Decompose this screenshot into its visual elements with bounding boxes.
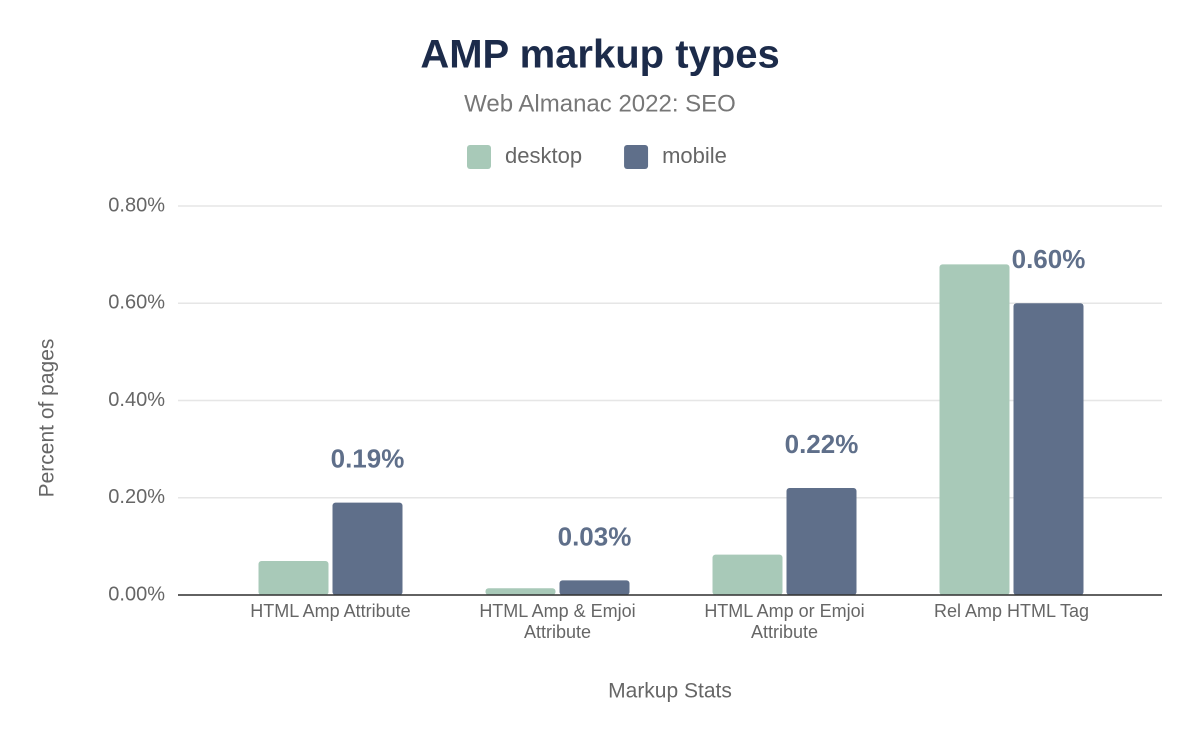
- legend-swatch: [467, 145, 491, 169]
- y-tick-label: 0.00%: [108, 583, 165, 605]
- data-label: 0.19%: [331, 443, 405, 473]
- bar: [258, 560, 329, 595]
- x-axis-title: Markup Stats: [608, 680, 732, 703]
- y-axis-title: Percent of pages: [36, 339, 59, 498]
- y-tick-label: 0.20%: [108, 486, 165, 508]
- data-label: 0.22%: [785, 429, 859, 459]
- bar: [559, 580, 630, 595]
- bar: [332, 502, 403, 595]
- legend-swatch: [624, 145, 649, 169]
- y-tick-label: 0.40%: [108, 389, 165, 411]
- chart-title: AMP markup types: [420, 33, 779, 77]
- chart-subtitle: Web Almanac 2022: SEO: [464, 90, 736, 117]
- x-tick-label-box: HTML Amp Attribute: [250, 601, 411, 621]
- data-label: 0.60%: [1012, 244, 1086, 274]
- legend-label: desktop: [505, 143, 582, 168]
- y-tick-label: 0.80%: [108, 194, 165, 216]
- bar: [939, 264, 1010, 595]
- x-tick-label-box: Rel Amp HTML Tag: [933, 601, 1090, 621]
- y-tick-label: 0.60%: [108, 292, 165, 314]
- bar: [712, 554, 783, 595]
- data-label: 0.03%: [558, 521, 632, 551]
- legend-label: mobile: [662, 143, 727, 168]
- x-tick-label-box: HTML Amp & Emjoi Attribute: [479, 601, 636, 642]
- bar: [786, 488, 857, 595]
- x-tick-label-box: HTML Amp or Emjoi Attribute: [704, 601, 865, 642]
- x-tick-label: Rel Amp HTML Tag: [933, 601, 1090, 621]
- bar: [1013, 303, 1084, 595]
- x-tick-label: HTML Amp or Emjoi Attribute: [704, 601, 865, 642]
- x-tick-label: HTML Amp Attribute: [250, 601, 411, 621]
- bar: [485, 588, 556, 595]
- x-tick-label: HTML Amp & Emjoi Attribute: [479, 601, 636, 642]
